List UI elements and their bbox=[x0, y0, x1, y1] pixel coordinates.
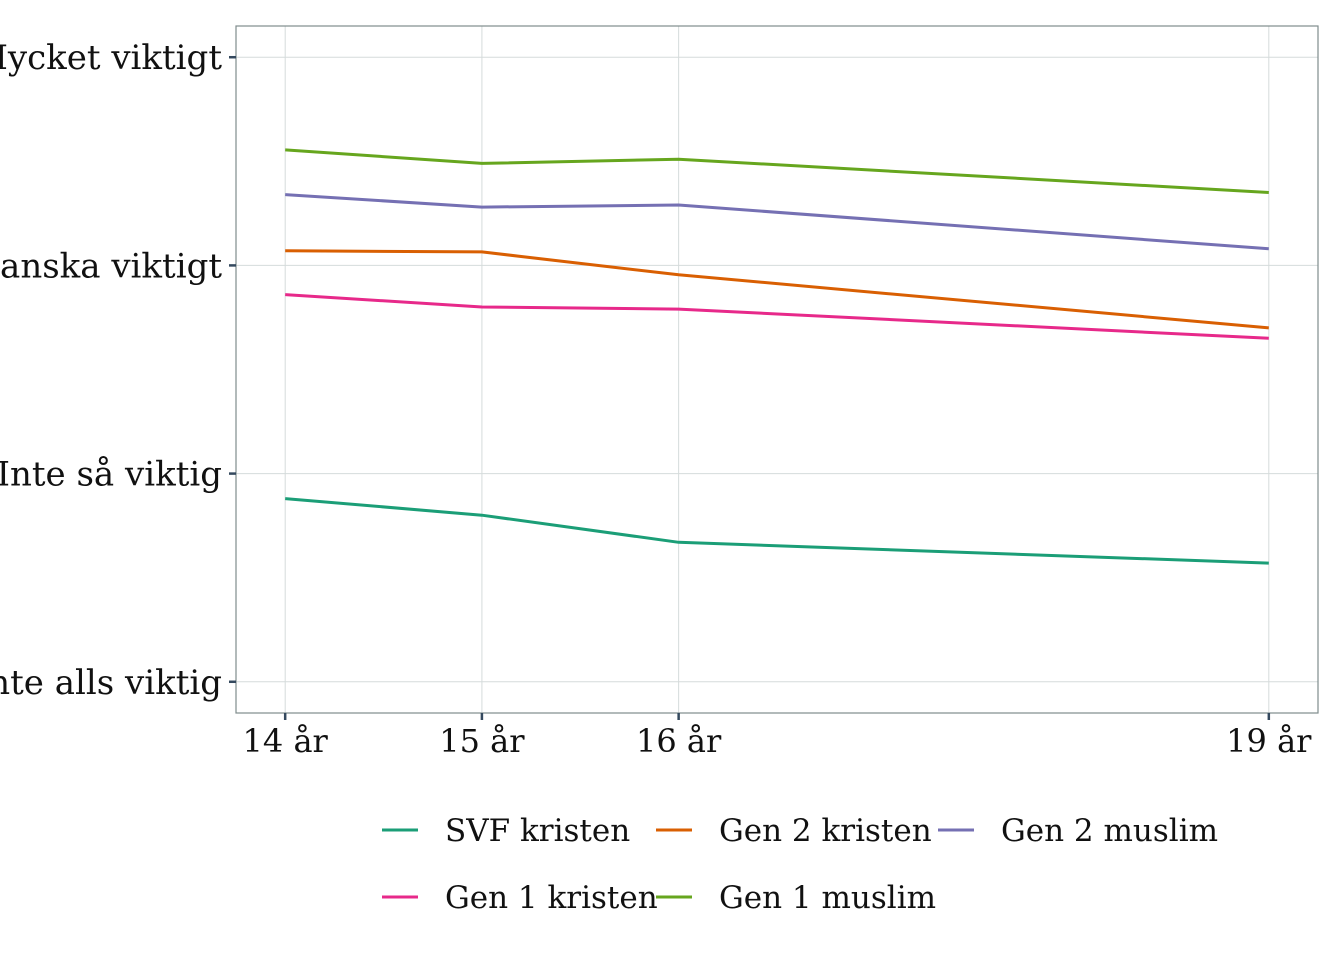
y-tick-label: Mycket viktigt bbox=[0, 38, 222, 78]
legend-item: Gen 2 kristen bbox=[656, 813, 932, 849]
series-line bbox=[285, 249, 1269, 330]
y-tick-label: Inte så viktig bbox=[0, 455, 222, 495]
legend-label: Gen 2 kristen bbox=[719, 813, 932, 849]
legend-item: Gen 1 kristen bbox=[382, 880, 658, 916]
plot-panel-border bbox=[235, 25, 1319, 714]
legend-label: Gen 2 muslim bbox=[1001, 813, 1218, 849]
x-tick-label: 19 år bbox=[1226, 722, 1312, 760]
legend-item: Gen 1 muslim bbox=[656, 880, 936, 916]
x-tick-label: 16 år bbox=[636, 722, 722, 760]
series-line bbox=[285, 148, 1269, 194]
series-line bbox=[285, 193, 1269, 251]
axes: Inte alls viktig Inte så viktig Ganska vik… bbox=[0, 38, 1312, 760]
legend: SVF kristen Gen 2 kristen Gen 2 muslim Gen … bbox=[382, 813, 1218, 916]
legend-label: SVF kristen bbox=[445, 813, 630, 849]
series-line bbox=[285, 497, 1269, 565]
y-tick-label: Ganska viktigt bbox=[0, 246, 222, 286]
legend-item: Gen 2 muslim bbox=[938, 813, 1218, 849]
legend-label: Gen 1 muslim bbox=[719, 880, 936, 916]
series-line bbox=[285, 293, 1269, 340]
grid bbox=[236, 26, 1318, 713]
x-tick-label: 14 år bbox=[243, 722, 329, 760]
legend-label: Gen 1 kristen bbox=[445, 880, 658, 916]
series-lines bbox=[285, 148, 1269, 565]
x-tick-label: 15 år bbox=[439, 722, 525, 760]
legend-item: SVF kristen bbox=[382, 813, 630, 849]
y-tick-label: Inte alls viktig bbox=[0, 663, 222, 703]
